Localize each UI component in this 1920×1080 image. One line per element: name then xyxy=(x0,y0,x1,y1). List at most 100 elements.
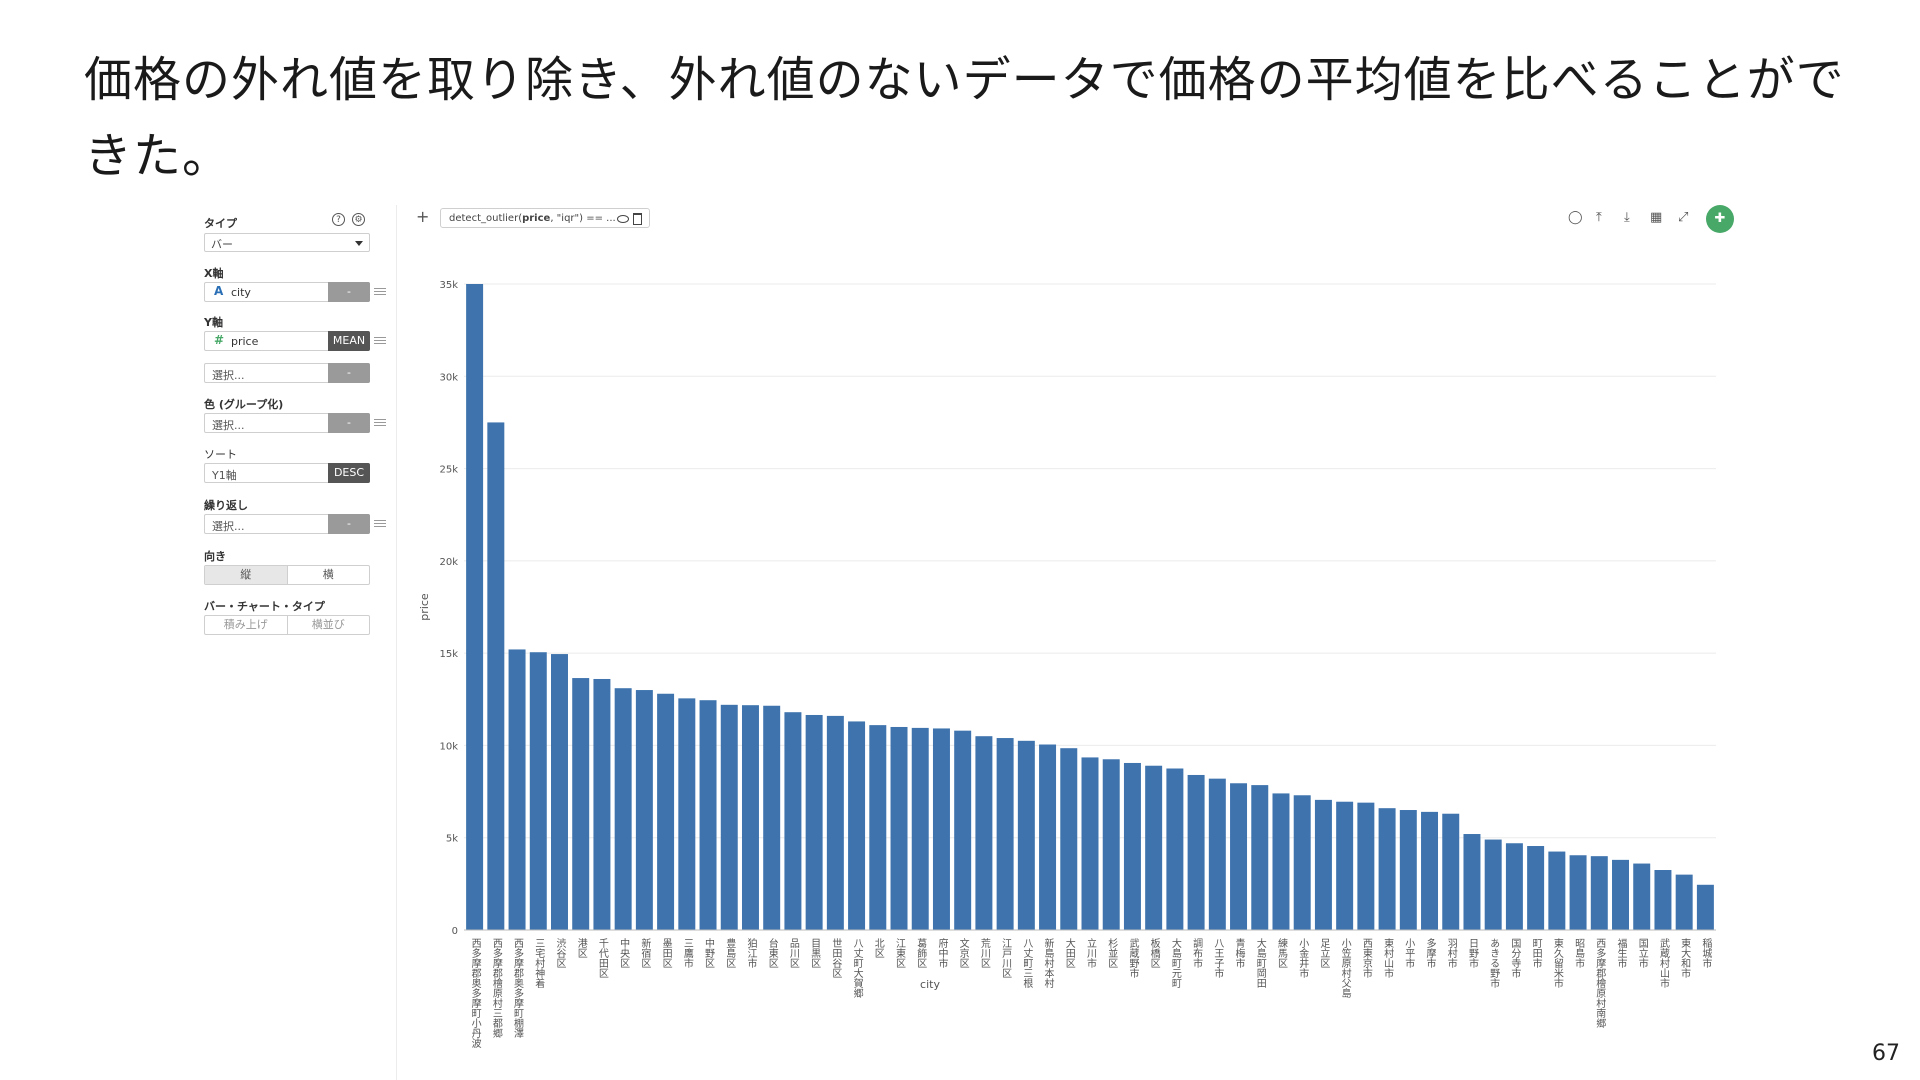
bar xyxy=(1633,863,1651,930)
x-tick-label: 渋谷区 xyxy=(554,937,566,968)
x-tick-label: 目黒区 xyxy=(809,938,821,968)
bar xyxy=(635,690,653,930)
type-label: タイプ xyxy=(204,217,237,230)
eye-icon[interactable] xyxy=(617,215,629,223)
bar xyxy=(1123,762,1141,930)
y-tick-label: 25k xyxy=(439,465,458,476)
y-tick-label: 5k xyxy=(446,834,458,845)
x-tick-label: 小金井市 xyxy=(1297,938,1309,979)
x-tick-label: 品川区 xyxy=(787,938,799,968)
table-icon[interactable]: ▦ xyxy=(1650,210,1663,225)
y-axis-aggregation[interactable]: MEAN xyxy=(328,331,370,351)
x-tick-label: 台東区 xyxy=(766,937,778,968)
x-tick-label: 東久留米市 xyxy=(1551,937,1563,989)
expand-icon[interactable]: ⤢ xyxy=(1678,210,1689,225)
y-axis-title: price xyxy=(420,593,431,621)
comment-icon[interactable]: ◯ xyxy=(1568,210,1583,225)
bar xyxy=(954,730,972,930)
x-tick-label: 小笠原村父島 xyxy=(1339,938,1351,999)
bar xyxy=(805,714,823,930)
bar xyxy=(1187,774,1205,930)
x-tick-label: 板橋区 xyxy=(1148,937,1160,968)
download-icon[interactable]: ⤓ xyxy=(1624,210,1630,225)
pin-icon[interactable]: ✚ xyxy=(1706,205,1734,233)
bar xyxy=(826,715,844,930)
x-tick-label: 西多摩郡檜原村南郷 xyxy=(1594,938,1606,1029)
color-menu-icon[interactable] xyxy=(374,417,386,427)
bar xyxy=(1230,783,1248,930)
x-tick-label: 府中市 xyxy=(936,937,948,969)
page-number: 67 xyxy=(1872,1041,1900,1066)
x-tick-label: 杉並区 xyxy=(1106,937,1118,968)
x-axis-menu-icon[interactable] xyxy=(374,286,386,296)
bar xyxy=(1484,839,1502,930)
upload-icon[interactable]: ⤒ xyxy=(1596,210,1602,225)
bar-type-stacked[interactable]: 積み上げ xyxy=(223,618,268,631)
repeat-label: 繰り返し xyxy=(204,499,248,512)
bar xyxy=(1378,808,1396,930)
x-tick-label: 大島町岡田 xyxy=(1254,937,1266,988)
bar xyxy=(869,725,887,930)
y2-axis-aggregation[interactable]: - xyxy=(328,363,370,383)
x-tick-label: 立川市 xyxy=(1085,937,1097,969)
bar xyxy=(1039,744,1057,930)
sort-field-value: Y1軸 xyxy=(212,469,237,482)
bar xyxy=(657,693,675,930)
x-tick-label: 東村山市 xyxy=(1382,937,1394,979)
trash-icon[interactable] xyxy=(633,213,642,225)
help-icon[interactable]: ? xyxy=(332,213,345,226)
gear-icon[interactable]: ⚙ xyxy=(352,213,365,226)
x-tick-label: 東大和市 xyxy=(1679,937,1691,979)
repeat-field[interactable]: 選択... - xyxy=(204,514,370,534)
x-tick-label: 西多摩郡檜原村三都郷 xyxy=(490,938,502,1039)
x-tick-label: 港区 xyxy=(575,938,587,958)
x-tick-label: 練馬区 xyxy=(1275,937,1287,968)
bar xyxy=(975,736,993,930)
x-tick-label: 千代田区 xyxy=(596,938,608,978)
bar xyxy=(1612,859,1629,930)
filter-chip[interactable]: detect_outlier(price, "iqr") == ... xyxy=(440,208,650,228)
bar xyxy=(1442,813,1460,930)
x-axis-aggregation[interactable]: - xyxy=(328,282,370,302)
bar xyxy=(784,712,802,930)
x-axis-field[interactable]: A city - xyxy=(204,282,370,302)
y-axis-menu-icon[interactable] xyxy=(374,335,386,345)
repeat-aggregation[interactable]: - xyxy=(328,514,370,534)
x-tick-label: 北区 xyxy=(872,938,884,958)
orientation-horizontal[interactable]: 横 xyxy=(286,566,370,584)
x-tick-label: 日野市 xyxy=(1466,938,1478,969)
bar xyxy=(1463,834,1481,930)
filter-suffix: , "iqr") == ... xyxy=(550,213,616,224)
bar xyxy=(720,704,738,930)
x-tick-label: 西東京市 xyxy=(1360,938,1372,979)
orientation-vertical[interactable]: 縦 xyxy=(205,566,287,584)
bar xyxy=(1357,802,1375,930)
type-select-value: バー xyxy=(211,238,233,251)
bar xyxy=(1060,748,1078,930)
bar xyxy=(932,728,950,930)
bar-type-grouped[interactable]: 横並び xyxy=(286,616,370,634)
sort-order[interactable]: DESC xyxy=(328,463,370,483)
x-tick-label: 福生市 xyxy=(1615,937,1627,969)
settings-panel: タイプ ? ⚙ バー X軸 A city - Y軸 # price MEAN 選… xyxy=(196,205,397,1080)
y-axis-field[interactable]: # price MEAN xyxy=(204,331,370,351)
x-tick-label: 世田谷区 xyxy=(830,938,842,978)
y2-axis-field[interactable]: 選択... - xyxy=(204,363,370,383)
bar-chart: 0 5k 10k 15k 20k 25k 30k 35k 西多摩郡奥多摩町小丹波 西多摩郡檜原村三… xyxy=(420,280,1716,1049)
repeat-menu-icon[interactable] xyxy=(374,518,386,528)
x-tick-label: 新島村本村 xyxy=(1042,937,1054,988)
add-filter-button[interactable]: + xyxy=(416,207,430,226)
x-tick-label: 昭島市 xyxy=(1573,938,1585,969)
type-select[interactable]: バー xyxy=(204,233,370,252)
bar xyxy=(572,678,590,930)
color-group-field[interactable]: 選択... - xyxy=(204,413,370,433)
bar xyxy=(1251,785,1269,930)
x-tick-label: 新宿区 xyxy=(639,937,651,968)
sort-field[interactable]: Y1軸 DESC xyxy=(204,463,370,483)
sort-label: ソート xyxy=(204,448,237,461)
y-tick-label: 20k xyxy=(439,557,458,568)
x-tick-label: あきる野市 xyxy=(1488,938,1500,989)
bar xyxy=(848,721,866,930)
bar xyxy=(1293,795,1311,930)
color-group-aggregation[interactable]: - xyxy=(328,413,370,433)
